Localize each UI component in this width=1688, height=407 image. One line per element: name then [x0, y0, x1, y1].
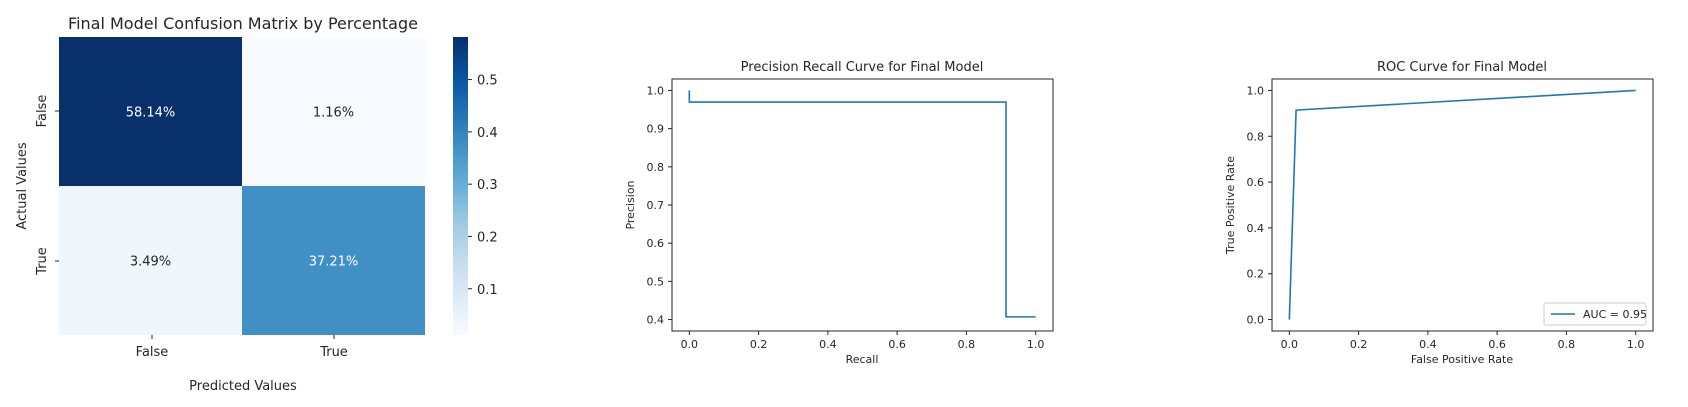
heatmap-y-ticks: False True [35, 95, 59, 276]
heatmap-x-axis-label: Predicted Values [189, 379, 297, 394]
roc-y-axis-label: True Positive Rate [1224, 156, 1237, 255]
legend-label: AUC = 0.95 [1583, 308, 1647, 321]
precision-recall-chart: Precision Recall Curve for Final Model 0… [624, 60, 1054, 366]
y-tick-label: False [35, 95, 50, 128]
pr-x-axis-label: Recall [846, 353, 879, 366]
x-tick-label: 0.8 [958, 338, 976, 351]
y-tick-label: 0.8 [1247, 130, 1265, 143]
roc-x-axis-label: False Positive Rate [1411, 353, 1513, 366]
heatmap-cell [59, 37, 242, 186]
x-tick-label: 1.0 [1027, 338, 1045, 351]
y-tick-label: 0.4 [647, 314, 665, 327]
heatmap-cell-label: 58.14% [126, 106, 176, 121]
x-tick-label: 0.6 [1488, 338, 1506, 351]
y-tick-label: 0.4 [1247, 222, 1265, 235]
x-tick-label: 0.2 [1350, 338, 1368, 351]
y-tick-label: 0.5 [647, 275, 665, 288]
colorbar-tick-label: 0.4 [477, 126, 498, 141]
heatmap-y-axis-label: Actual Values [15, 142, 30, 230]
colorbar-tick-label: 0.5 [477, 74, 498, 89]
y-tick-label: 0.2 [1247, 268, 1265, 281]
x-tick-label: 0.8 [1558, 338, 1576, 351]
x-tick-label: 0.6 [888, 338, 906, 351]
pr-plot-frame [671, 78, 1054, 332]
roc-plot-frame [1271, 78, 1654, 332]
y-tick-label: 1.0 [647, 84, 665, 97]
y-tick-label: 0.7 [647, 199, 665, 212]
colorbar-tick-label: 0.1 [477, 283, 498, 298]
legend-box [1543, 302, 1647, 326]
x-tick-label: False [136, 345, 169, 360]
heatmap-cell-label: 1.16% [313, 106, 354, 121]
x-tick-label: 0.0 [1281, 338, 1299, 351]
x-tick-label: True [319, 345, 348, 360]
heatmap-cell-label: 37.21% [309, 255, 359, 270]
y-tick-label: 1.0 [1247, 84, 1265, 97]
roc-x-ticks: 0.0 0.2 0.4 0.6 0.8 1.0 [1281, 331, 1645, 351]
heatmap-cells [59, 37, 425, 335]
pr-x-ticks: 0.0 0.2 0.4 0.6 0.8 1.0 [681, 331, 1045, 351]
x-tick-label: 0.2 [750, 338, 768, 351]
confusion-matrix-chart: Final Model Confusion Matrix by Percenta… [15, 14, 498, 394]
y-tick-label: 0.9 [647, 123, 665, 136]
y-tick-label: 0.6 [1247, 176, 1265, 189]
x-tick-label: 0.0 [681, 338, 699, 351]
pr-title: Precision Recall Curve for Final Model [741, 60, 984, 75]
heatmap-x-ticks: False True [136, 335, 348, 360]
roc-curve-line [1288, 89, 1636, 320]
colorbar-tick-label: 0.3 [477, 178, 498, 193]
heatmap-cell-label: 3.49% [130, 255, 171, 270]
heatmap-cell [242, 186, 425, 335]
y-tick-label: 0.0 [1247, 314, 1265, 327]
colorbar-tick-label: 0.2 [477, 230, 498, 245]
y-tick-label: 0.6 [647, 237, 665, 250]
roc-legend: AUC = 0.95 [1543, 302, 1647, 326]
x-tick-label: 0.4 [819, 338, 837, 351]
heatmap-cell [242, 37, 425, 186]
pr-y-axis-label: Precision [624, 180, 637, 229]
y-tick-label: True [35, 247, 50, 276]
roc-y-ticks: 0.0 0.2 0.4 0.6 0.8 1.0 [1247, 84, 1272, 327]
heatmap-cell [59, 186, 242, 335]
x-tick-label: 0.4 [1419, 338, 1437, 351]
colorbar-ticks: 0.1 0.2 0.3 0.4 0.5 [468, 74, 498, 298]
pr-curve-line [688, 90, 1036, 318]
colorbar [453, 37, 468, 335]
heatmap-cell-labels: 58.14% 1.16% 3.49% 37.21% [126, 106, 359, 270]
roc-chart: ROC Curve for Final Model 0.0 0.2 0.4 0.6 0.… [1224, 60, 1654, 366]
heatmap-title: Final Model Confusion Matrix by Percenta… [68, 14, 418, 33]
y-tick-label: 0.8 [647, 161, 665, 174]
x-tick-label: 1.0 [1627, 338, 1645, 351]
roc-title: ROC Curve for Final Model [1377, 60, 1547, 75]
pr-y-ticks: 0.4 0.5 0.6 0.7 0.8 0.9 1.0 [647, 84, 672, 327]
